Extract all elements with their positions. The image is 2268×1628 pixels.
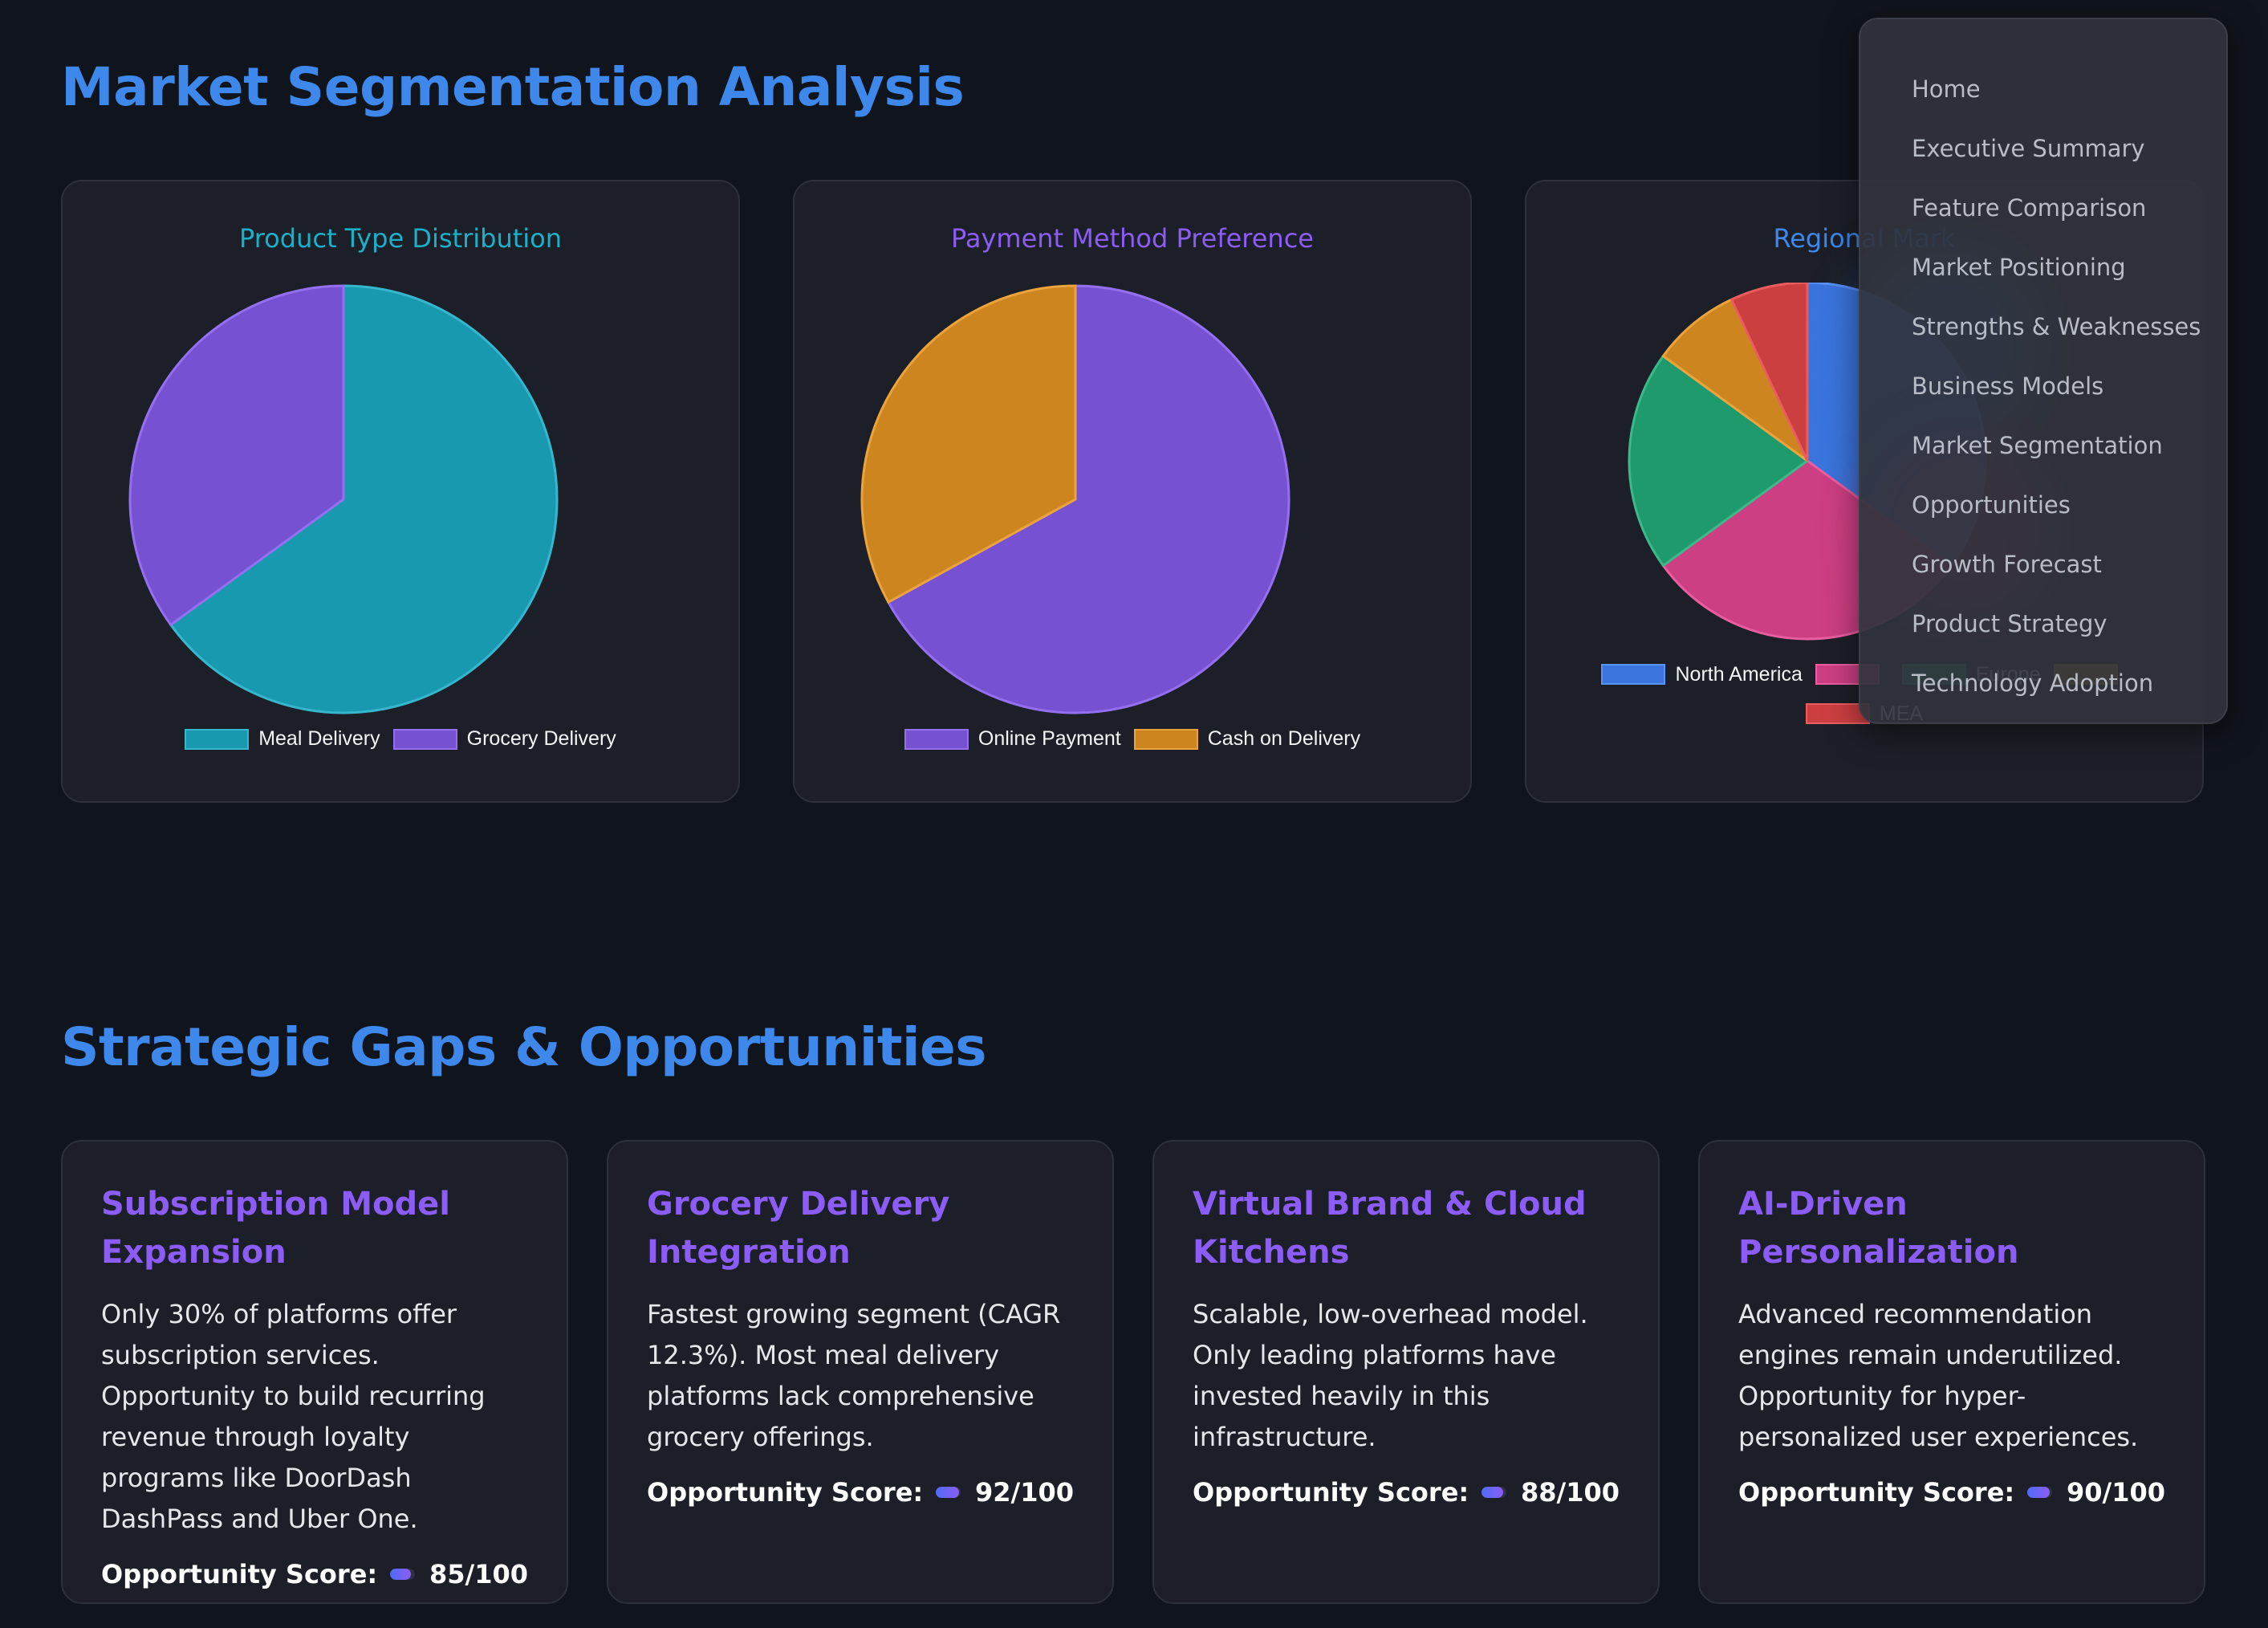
legend-label: Meal Delivery (258, 727, 380, 750)
score-bar (936, 1487, 961, 1498)
legend-item[interactable]: Meal Delivery (185, 727, 380, 751)
segmentation-section-title: Market Segmentation Analysis (61, 56, 965, 118)
pie-slice-grocery-delivery (128, 284, 345, 627)
opportunity-score: Opportunity Score: 90/100 (1738, 1477, 2165, 1508)
score-label: Opportunity Score: (647, 1477, 924, 1508)
opportunity-title: Subscription Model Expansion (101, 1186, 450, 1271)
score-bar-fill (390, 1569, 412, 1580)
chart-legend: Online Payment Cash on Delivery (795, 727, 1470, 755)
opportunity-card: Virtual Brand & Cloud Kitchens Scalable,… (1152, 1140, 1660, 1604)
opportunity-score: Opportunity Score: 85/100 (101, 1559, 528, 1589)
legend-item[interactable]: Grocery Delivery (392, 727, 616, 751)
nav-item-growth-forecast[interactable]: Growth Forecast (1912, 551, 2102, 578)
score-value: 92/100 (974, 1477, 1074, 1508)
nav-item-home[interactable]: Home (1912, 75, 1981, 103)
legend-label: Cash on Delivery (1207, 727, 1361, 750)
opportunity-card: Subscription Model Expansion Only 30% of… (61, 1140, 568, 1604)
score-label: Opportunity Score: (1193, 1477, 1469, 1508)
payment-method-chart-card: Payment Method Preference Online Payment… (793, 180, 1472, 803)
nav-item-executive-summary[interactable]: Executive Summary (1912, 135, 2145, 162)
opportunity-title: Grocery Delivery Integration (647, 1186, 950, 1271)
legend-label: Grocery Delivery (466, 727, 616, 750)
payment-method-pie-chart (860, 284, 1290, 714)
chart-title: Product Type Distribution (238, 223, 563, 254)
legend-swatch (1601, 664, 1666, 685)
nav-item-market-positioning[interactable]: Market Positioning (1912, 254, 2126, 281)
legend-swatch (904, 728, 969, 750)
legend-swatch (185, 728, 250, 750)
score-value: 90/100 (2066, 1477, 2165, 1508)
chart-title: Payment Method Preference (951, 223, 1314, 254)
score-bar (2027, 1487, 2052, 1498)
opportunity-score: Opportunity Score: 92/100 (647, 1477, 1074, 1508)
nav-item-market-segmentation[interactable]: Market Segmentation (1912, 432, 2163, 459)
nav-item-strengths-weaknesses[interactable]: Strengths & Weaknesses (1912, 313, 2201, 340)
opportunity-description: Only 30% of platforms offer subscription… (101, 1299, 486, 1534)
legend-label: Online Payment (978, 727, 1121, 750)
nav-item-opportunities[interactable]: Opportunities (1912, 491, 2071, 519)
opportunity-card: AI-Driven Personalization Advanced recom… (1698, 1140, 2205, 1604)
legend-item[interactable]: Cash on Delivery (1133, 727, 1361, 751)
legend-label: North America (1675, 663, 1803, 686)
legend-swatch (1133, 728, 1198, 750)
pie-slice-mea (1729, 283, 1809, 462)
gaps-section-title: Strategic Gaps & Opportunities (61, 1016, 987, 1078)
product-type-pie-chart (128, 284, 559, 714)
pie-slice-online-payment (886, 284, 1290, 714)
pie-slice-cash-on-delivery (860, 284, 1077, 604)
nav-item-business-models[interactable]: Business Models (1912, 372, 2104, 400)
opportunity-description: Scalable, low-overhead model. Only leadi… (1193, 1299, 1588, 1452)
score-label: Opportunity Score: (101, 1559, 378, 1589)
score-bar-fill (2027, 1487, 2050, 1498)
score-bar (1482, 1487, 1506, 1498)
nav-item-technology-adoption[interactable]: Technology Adoption (1912, 670, 2154, 697)
opportunity-card: Grocery Delivery Integration Fastest gro… (607, 1140, 1114, 1604)
opportunity-description: Advanced recommendation engines remain u… (1738, 1299, 2139, 1452)
pie-slice-europe (1628, 354, 1810, 568)
pie-slice-meal-delivery (169, 284, 559, 714)
nav-item-feature-comparison[interactable]: Feature Comparison (1912, 194, 2147, 222)
score-bar-fill (936, 1487, 959, 1498)
legend-item[interactable]: Online Payment (904, 727, 1121, 751)
legend-item[interactable]: North America (1601, 657, 1803, 692)
chart-legend: Meal Delivery Grocery Delivery (63, 727, 738, 755)
score-bar-fill (1482, 1487, 1504, 1498)
score-value: 88/100 (1520, 1477, 1620, 1508)
nav-item-product-strategy[interactable]: Product Strategy (1912, 610, 2107, 637)
legend-swatch (1805, 703, 1870, 724)
score-label: Opportunity Score: (1738, 1477, 2015, 1508)
product-type-chart-card: Product Type Distribution Meal Delivery G… (61, 180, 740, 803)
score-bar (390, 1569, 415, 1580)
opportunity-title: Virtual Brand & Cloud Kitchens (1193, 1186, 1587, 1271)
score-value: 85/100 (429, 1559, 528, 1589)
legend-swatch (392, 728, 457, 750)
opportunity-score: Opportunity Score: 88/100 (1193, 1477, 1620, 1508)
navigation-menu: Home Executive Summary Feature Compariso… (1859, 18, 2228, 724)
opportunity-title: AI-Driven Personalization (1738, 1186, 2019, 1271)
opportunity-description: Fastest growing segment (CAGR 12.3%). Mo… (647, 1299, 1061, 1452)
pie-slice-segment-3 (1661, 298, 1809, 462)
